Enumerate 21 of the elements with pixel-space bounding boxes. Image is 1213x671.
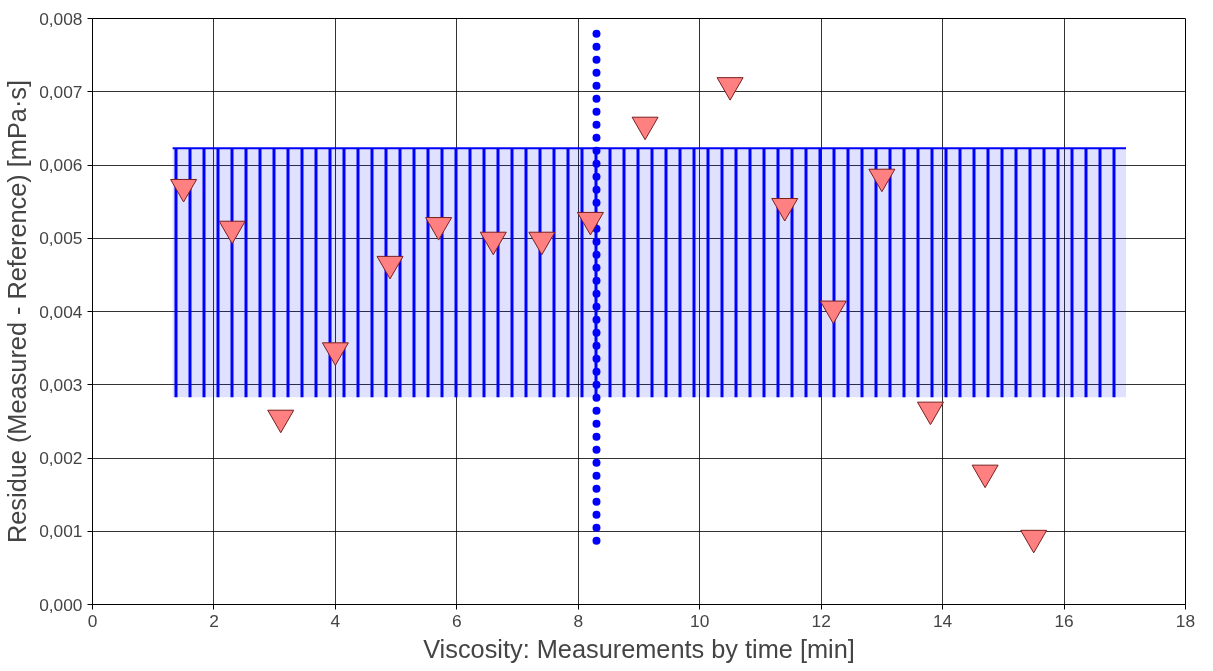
x-tick-label: 12 xyxy=(811,610,831,631)
x-tick-label: 0 xyxy=(87,610,98,631)
y-tick-label: 0,004 xyxy=(39,301,83,322)
y-tick-label: 0,002 xyxy=(39,448,83,468)
y-axis-title: Residue (Measured - Reference) [mPa·s] xyxy=(3,79,32,544)
y-tick-label: 0,007 xyxy=(39,81,83,102)
y-tick-label: 0,008 xyxy=(39,8,83,29)
x-tick-label: 2 xyxy=(209,610,219,631)
y-tick-label: 0,005 xyxy=(39,228,83,249)
x-tick-label: 16 xyxy=(1054,610,1074,631)
x-axis-title: Viscosity: Measurements by time [min] xyxy=(423,634,855,663)
y-tick-label: 0,000 xyxy=(39,594,83,615)
y-tick-label: 0,006 xyxy=(39,155,83,175)
x-tick-label: 18 xyxy=(1175,610,1196,631)
x-tick-label: 8 xyxy=(573,610,584,631)
y-tick-label: 0,001 xyxy=(39,521,83,542)
y-tick-label: 0,003 xyxy=(39,374,83,395)
x-tick-label: 14 xyxy=(932,610,953,631)
x-tick-label: 4 xyxy=(330,610,341,631)
x-tick-label: 10 xyxy=(690,610,710,631)
x-tick-label: 6 xyxy=(452,610,462,631)
